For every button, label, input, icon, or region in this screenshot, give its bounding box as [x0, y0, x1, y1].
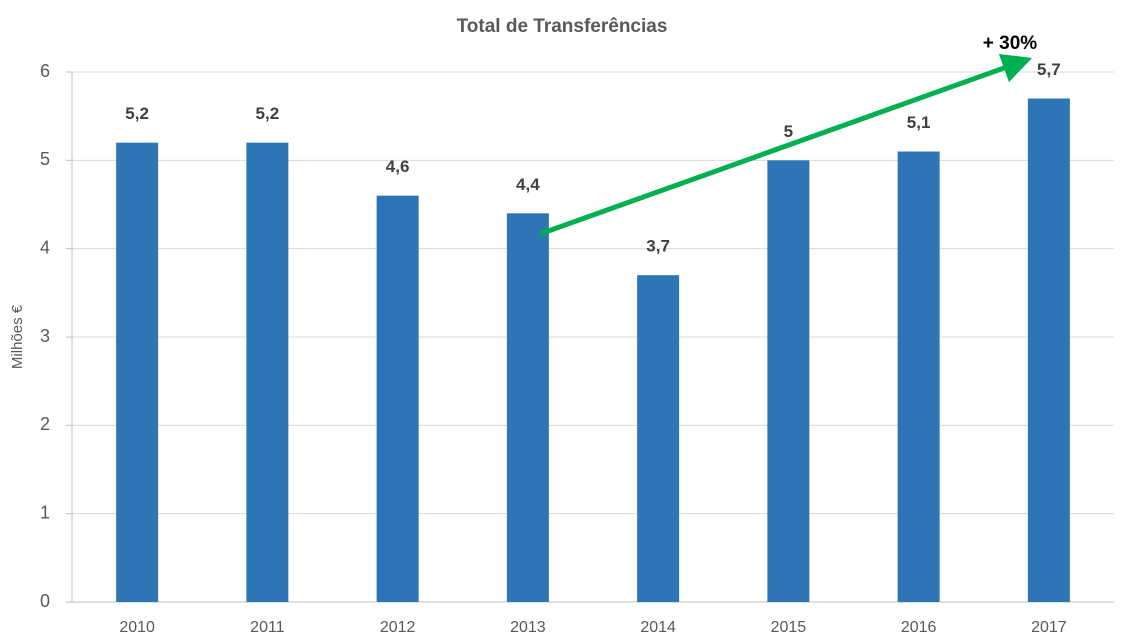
y-tick-label: 2 — [40, 414, 50, 434]
data-label: 5 — [784, 122, 793, 141]
x-tick-label: 2013 — [510, 619, 546, 636]
data-label: 4,4 — [516, 175, 540, 194]
y-tick-label: 0 — [40, 591, 50, 611]
y-tick-label: 4 — [40, 237, 50, 257]
bar — [376, 195, 419, 602]
data-label: 5,7 — [1037, 60, 1061, 79]
x-tick-label: 2014 — [640, 619, 676, 636]
y-axis-label: Milhões € — [9, 304, 26, 369]
bar — [1027, 98, 1070, 602]
bar — [897, 151, 940, 602]
y-tick-label: 5 — [40, 149, 50, 169]
y-tick-label: 6 — [40, 61, 50, 81]
x-tick-label: 2012 — [380, 619, 416, 636]
x-tick-label: 2015 — [771, 619, 807, 636]
bar — [506, 213, 549, 603]
x-tick-label: 2017 — [1031, 619, 1067, 636]
data-label: 5,2 — [256, 104, 280, 123]
bar — [246, 142, 289, 602]
x-tick-label: 2010 — [119, 619, 155, 636]
x-tick-label: 2016 — [901, 619, 937, 636]
y-tick-label: 3 — [40, 326, 50, 346]
bar — [116, 142, 159, 602]
data-label: 3,7 — [646, 237, 670, 256]
data-label: 5,1 — [907, 113, 931, 132]
y-tick-label: 1 — [40, 502, 50, 522]
x-tick-label: 2011 — [250, 619, 285, 636]
data-label: 5,2 — [125, 104, 149, 123]
chart-title: Total de Transferências — [457, 16, 668, 37]
plot: 0 1 2 3 4 5 6 2010 5,2 2011 5,2 2012 4,6 2013 4,4 2014 3… — [40, 60, 1114, 636]
bar — [637, 275, 680, 602]
data-label: 4,6 — [386, 157, 410, 176]
trend-arrow — [539, 53, 1033, 237]
annotation: + 30% — [983, 33, 1038, 54]
bar — [767, 160, 810, 603]
